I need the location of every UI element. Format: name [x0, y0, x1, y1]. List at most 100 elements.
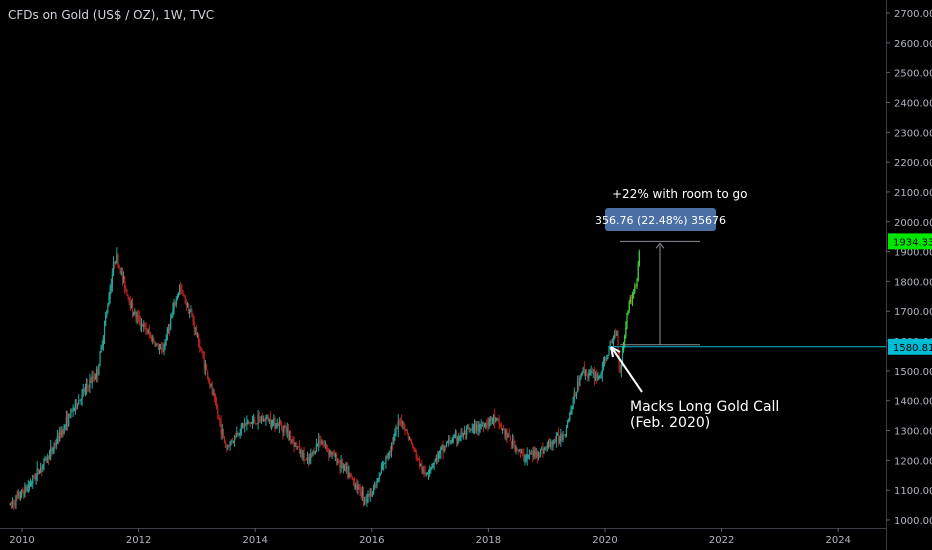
- candle-body: [578, 381, 580, 387]
- candle-body: [225, 442, 227, 448]
- candle-body: [135, 311, 137, 318]
- candle-body: [87, 384, 89, 387]
- candle-body: [46, 456, 48, 461]
- candle-body: [514, 444, 516, 450]
- candle-body: [572, 398, 574, 409]
- candle-body: [146, 331, 148, 333]
- candle-body: [205, 365, 208, 371]
- candle-body: [552, 442, 554, 447]
- price-tick-label: 1400.00: [894, 397, 932, 408]
- candle-body: [392, 442, 394, 444]
- candle-body: [458, 437, 460, 440]
- candle-body: [34, 478, 36, 480]
- candle-body: [33, 475, 35, 479]
- candle-body: [490, 416, 492, 421]
- candle-body: [482, 424, 485, 428]
- candle-body: [277, 423, 279, 427]
- candle-body: [328, 449, 330, 455]
- measure-arrow-icon: [655, 242, 665, 249]
- candle-body: [63, 425, 65, 434]
- candle-body: [480, 425, 482, 427]
- candle-body: [198, 334, 200, 347]
- candle-body: [381, 466, 384, 470]
- candle-body: [556, 434, 559, 436]
- candle-body: [173, 303, 175, 311]
- candle-body: [128, 297, 130, 302]
- candle-body: [582, 368, 584, 373]
- candle-body: [504, 430, 506, 435]
- candle-body: [546, 446, 548, 448]
- candle-body: [497, 418, 499, 420]
- price-tick-label: 2200.00: [894, 158, 932, 169]
- candle-body: [489, 416, 491, 421]
- candle-body: [242, 423, 245, 427]
- candle-body: [551, 441, 553, 447]
- candle-body: [190, 311, 192, 313]
- candle-body: [50, 447, 52, 453]
- candle-body: [55, 442, 57, 446]
- candle-body: [594, 373, 597, 380]
- candle-body: [109, 289, 111, 300]
- candle-body: [127, 295, 129, 298]
- candle-body: [292, 439, 294, 442]
- price-tick-label: 1000.00: [894, 516, 932, 527]
- candle-body: [218, 414, 220, 418]
- candle-body: [508, 434, 510, 437]
- candle-body: [570, 409, 572, 414]
- candle-body: [36, 468, 38, 474]
- candle-body: [627, 310, 629, 314]
- candle-body: [172, 310, 174, 316]
- price-tick-label: 2300.00: [894, 128, 932, 139]
- candle-body: [88, 386, 90, 388]
- time-axis[interactable]: 2010 2012 2014 2016 2018 2020 2022 2024: [0, 528, 886, 546]
- candle-body: [22, 489, 24, 493]
- candle-body: [272, 420, 274, 426]
- candle-body: [563, 434, 565, 436]
- candle-body: [114, 262, 116, 264]
- candle-body: [60, 430, 62, 436]
- candle-body: [184, 296, 186, 304]
- candle-body: [300, 450, 302, 454]
- candle-body: [134, 311, 136, 314]
- candle-body: [445, 442, 448, 448]
- candle-body: [324, 444, 326, 446]
- candle-body: [284, 425, 286, 427]
- candle-body: [399, 421, 402, 423]
- candle-body: [100, 346, 102, 353]
- candle-body: [367, 494, 369, 500]
- candle-body: [476, 424, 478, 431]
- candle-body: [236, 432, 238, 438]
- candle-body: [533, 451, 535, 457]
- candle-body: [389, 451, 392, 453]
- candle-body: [562, 434, 564, 440]
- candle-body: [618, 352, 620, 369]
- candle-body: [528, 454, 531, 455]
- candle-body: [568, 420, 570, 422]
- candle-body: [226, 447, 228, 449]
- candle-body: [194, 327, 196, 330]
- candle-body: [409, 438, 412, 442]
- price-axis[interactable]: 1000.00 1100.00 1200.00 1300.00 1400.00 1500.…: [886, 0, 932, 550]
- candle-body: [498, 419, 500, 425]
- candle-body: [515, 447, 517, 450]
- candle-body: [16, 495, 18, 497]
- candle-body: [420, 463, 422, 466]
- candle-body: [147, 330, 149, 333]
- candle-body: [129, 301, 131, 309]
- candle-body: [59, 430, 61, 441]
- candle-body: [207, 370, 209, 378]
- candle-body: [273, 418, 275, 421]
- candle-body: [257, 416, 259, 425]
- candle-body: [14, 504, 16, 506]
- candle-body: [56, 435, 59, 443]
- candle-body: [473, 423, 476, 428]
- candle-body: [185, 303, 187, 306]
- candle-body: [313, 451, 315, 454]
- candle-body: [180, 286, 182, 290]
- candle-body: [479, 425, 481, 429]
- candle-body: [145, 325, 147, 332]
- candle-body: [348, 472, 350, 477]
- candle-body: [405, 429, 407, 431]
- candle-body: [78, 400, 80, 405]
